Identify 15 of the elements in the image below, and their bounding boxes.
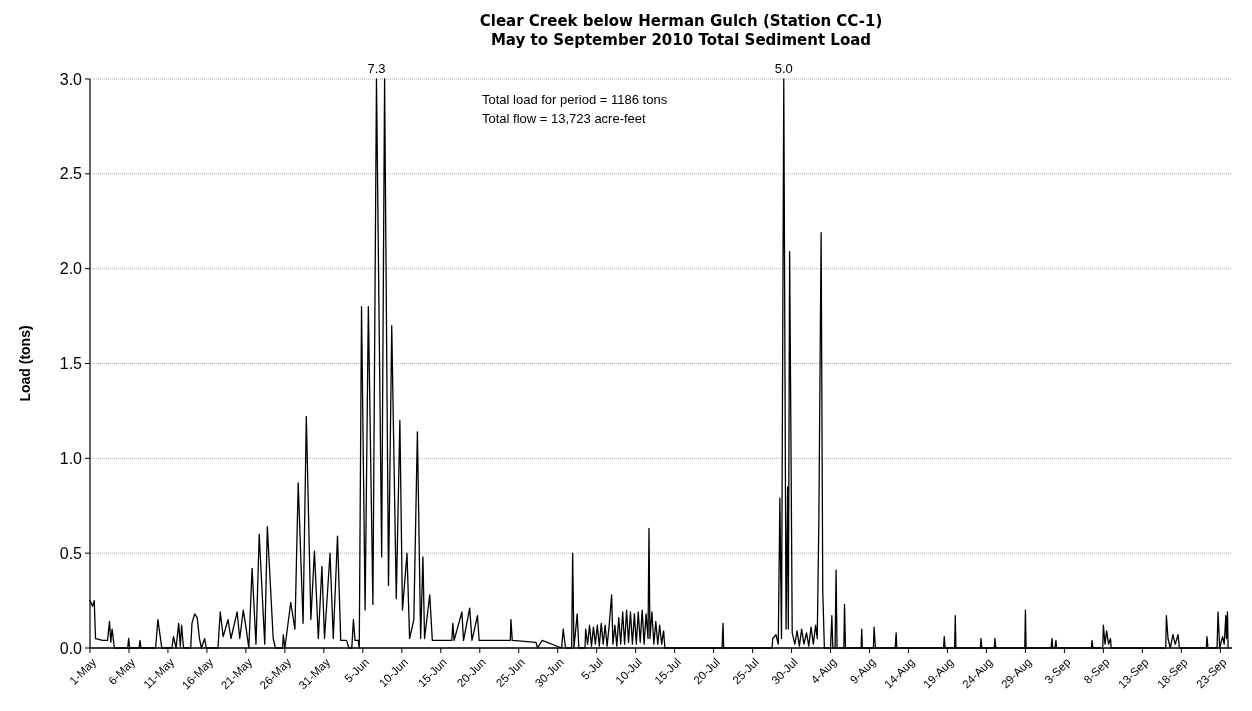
- chart-title: Clear Creek below Herman Gulch (Station CC-1): [479, 12, 883, 30]
- y-tick-label: 3.0: [59, 70, 83, 88]
- y-tick-label: 1.0: [59, 449, 83, 467]
- annotation: 7.3: [367, 61, 386, 76]
- y-tick-label: 0.5: [59, 544, 83, 562]
- line-series: [89, 78, 1229, 649]
- y-tick-label: 1.5: [59, 355, 83, 373]
- y-tick-label: 2.0: [59, 260, 83, 278]
- annotation: 5.0: [774, 61, 793, 76]
- annotation: Total load for period = 1186 tons: [482, 92, 668, 107]
- annotation: Total flow = 13,723 acre-feet: [482, 111, 647, 126]
- y-tick-label: 0.0: [59, 639, 83, 657]
- y-tick-label: 2.5: [59, 165, 83, 183]
- chart-subtitle: May to September 2010 Total Sediment Load: [490, 31, 872, 49]
- y-axis-title: Load (tons): [17, 325, 33, 402]
